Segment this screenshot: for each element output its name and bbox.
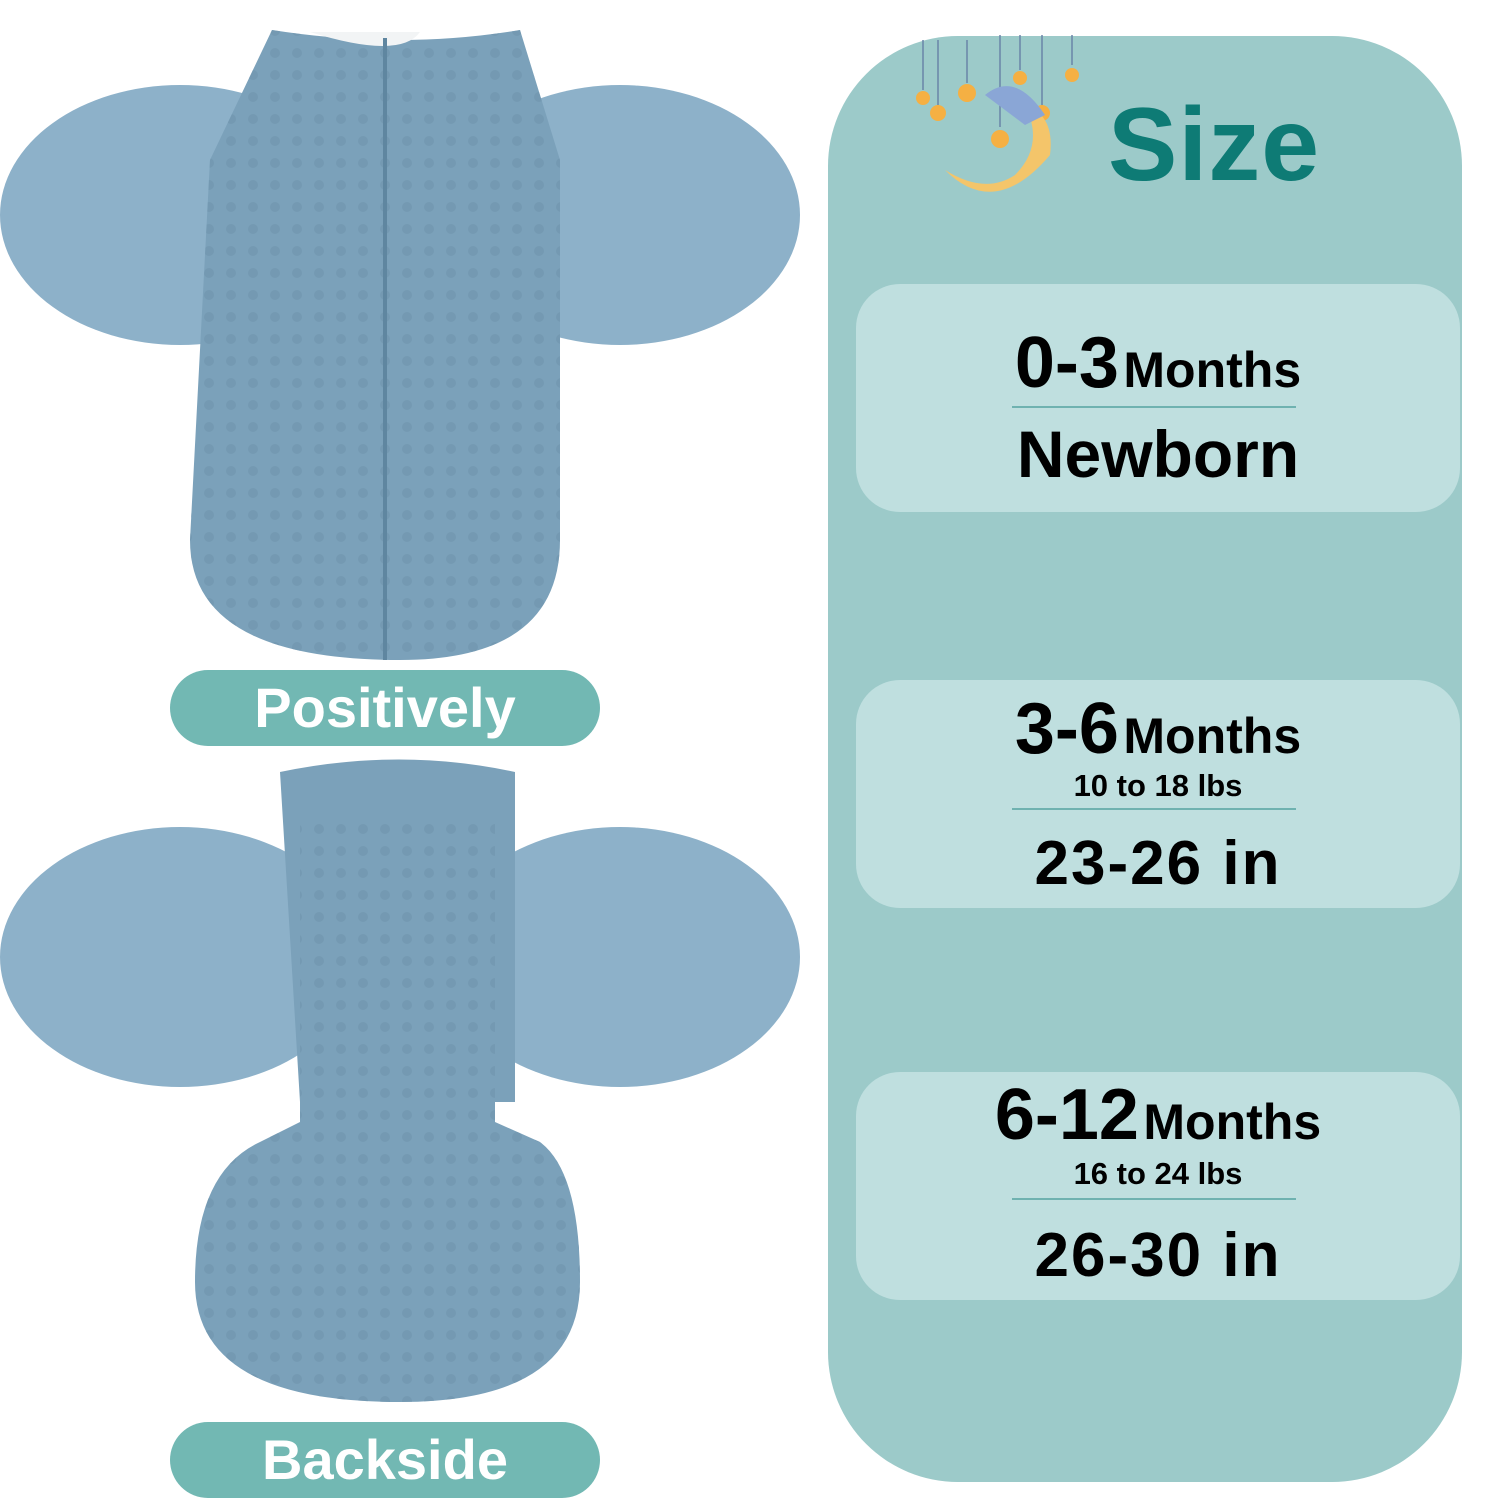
size-title: Size (1108, 87, 1321, 203)
size-unit: Months (1123, 342, 1302, 398)
size-range: 6-12 (994, 1075, 1139, 1155)
size-card-6-12: 6-12 Months 16 to 24 lbs 26-30 in (856, 1072, 1460, 1300)
moon-stars-icon (916, 35, 1079, 192)
divider (1012, 1198, 1296, 1200)
swaddle-front-image (0, 30, 800, 660)
size-range: 3-6 (1014, 689, 1119, 769)
size-card-3-6: 3-6 Months 10 to 18 lbs 23-26 in (856, 680, 1460, 908)
size-length: 23-26 in (1034, 829, 1282, 898)
swaddle-back-image (0, 759, 800, 1402)
size-weight: 10 to 18 lbs (1073, 768, 1243, 803)
divider (1012, 406, 1296, 408)
size-range: 0-3 (1014, 323, 1119, 403)
back-label: Backside (170, 1422, 600, 1498)
divider (1012, 808, 1296, 810)
size-length: 26-30 in (1034, 1221, 1282, 1290)
size-unit: Months (1143, 1094, 1322, 1150)
size-weight: 16 to 24 lbs (1073, 1156, 1243, 1191)
size-unit: Months (1123, 708, 1302, 764)
front-label: Positively (170, 670, 600, 746)
size-card-0-3: 0-3 Months Newborn (856, 284, 1460, 512)
size-detail: Newborn (1016, 417, 1300, 491)
